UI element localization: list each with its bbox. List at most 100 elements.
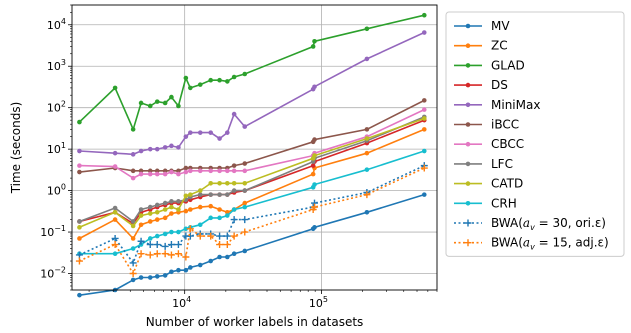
legend-item: BWA(av = 15, adj.ε) <box>454 236 609 252</box>
data-point <box>231 163 237 168</box>
data-point <box>364 167 370 172</box>
data-point <box>77 292 82 298</box>
data-point <box>231 207 237 212</box>
data-point <box>154 168 160 174</box>
data-point <box>153 241 161 249</box>
y-tick-label: 102 <box>47 100 66 115</box>
data-point <box>138 148 144 154</box>
data-point <box>174 241 182 249</box>
data-point <box>169 94 174 100</box>
data-point <box>147 211 153 216</box>
data-point <box>208 215 214 221</box>
data-point <box>154 202 160 208</box>
data-point <box>311 203 319 211</box>
data-point <box>75 257 83 265</box>
data-point <box>147 171 153 177</box>
data-point <box>208 180 214 186</box>
x-axis-label: Number of worker labels in datasets <box>146 315 364 329</box>
data-point <box>153 250 161 258</box>
data-point <box>77 169 82 175</box>
data-point <box>183 226 189 232</box>
legend-item: BWA(av = 30, ori.ε) <box>454 216 606 232</box>
data-point <box>421 148 427 154</box>
data-point <box>312 225 317 230</box>
series-0 <box>77 192 427 298</box>
legend-marker <box>465 161 471 167</box>
data-point <box>188 265 193 270</box>
data-point <box>147 146 153 152</box>
data-point <box>138 207 144 212</box>
data-point <box>130 223 136 229</box>
data-point <box>162 171 168 177</box>
data-point <box>223 232 231 240</box>
data-point <box>154 171 160 177</box>
data-point <box>138 100 144 106</box>
data-point <box>137 237 145 245</box>
x-tick-label: 105 <box>309 295 328 310</box>
data-point <box>176 145 181 150</box>
data-point <box>176 199 181 204</box>
data-point <box>225 79 230 84</box>
data-point <box>197 82 203 87</box>
data-point <box>242 248 248 254</box>
data-point <box>169 229 174 235</box>
y-tick-label: 103 <box>47 58 66 73</box>
data-point <box>130 246 136 251</box>
data-point <box>364 127 370 132</box>
data-point <box>225 213 230 218</box>
data-point <box>363 191 371 199</box>
data-point <box>183 267 189 273</box>
data-point <box>130 127 136 132</box>
data-point <box>241 216 249 224</box>
grid <box>72 5 437 290</box>
data-point <box>130 168 136 174</box>
data-point <box>167 241 175 249</box>
data-point <box>77 225 82 230</box>
data-point <box>188 192 193 197</box>
data-point <box>129 259 137 267</box>
data-point <box>75 251 83 259</box>
y-axis-label: Time (seconds) <box>9 102 23 195</box>
legend-box <box>445 11 625 257</box>
series-line <box>79 164 425 265</box>
data-point <box>162 207 168 212</box>
legend-label: CBCC <box>491 137 524 151</box>
data-point <box>183 169 189 175</box>
data-point <box>169 169 174 175</box>
series-10 <box>75 162 428 267</box>
data-point <box>162 100 168 106</box>
tick-labels: 10−2 10−1 100 101 102 103 104 104 105 <box>40 17 328 310</box>
y-tick-label: 104 <box>47 17 66 32</box>
data-point <box>188 130 193 135</box>
data-point <box>208 203 214 209</box>
legend-label: DS <box>491 78 508 92</box>
data-point <box>225 192 230 197</box>
data-point <box>147 168 153 174</box>
legend-item: LFC <box>454 157 513 171</box>
data-point <box>162 145 168 150</box>
data-point <box>196 232 204 240</box>
legend-item: CATD <box>454 177 523 191</box>
data-point <box>176 103 181 109</box>
data-point <box>197 222 203 228</box>
legend-marker <box>465 201 471 206</box>
data-point <box>310 44 316 49</box>
data-point <box>242 71 248 77</box>
data-point <box>223 241 231 249</box>
data-point <box>421 12 427 18</box>
legend-label: BWA(av = 30, ori.ε) <box>491 216 606 232</box>
data-point <box>112 164 118 169</box>
data-point <box>216 241 224 249</box>
data-point <box>242 124 248 129</box>
data-point <box>169 143 174 149</box>
data-point <box>169 204 174 210</box>
y-tick-label: 10−1 <box>40 224 66 239</box>
data-point <box>216 232 224 240</box>
legend-item: ZC <box>454 39 508 53</box>
data-point <box>241 228 249 236</box>
legend-label: CRH <box>491 196 517 210</box>
data-point <box>231 180 237 186</box>
data-point <box>130 277 136 283</box>
data-point <box>312 182 317 187</box>
